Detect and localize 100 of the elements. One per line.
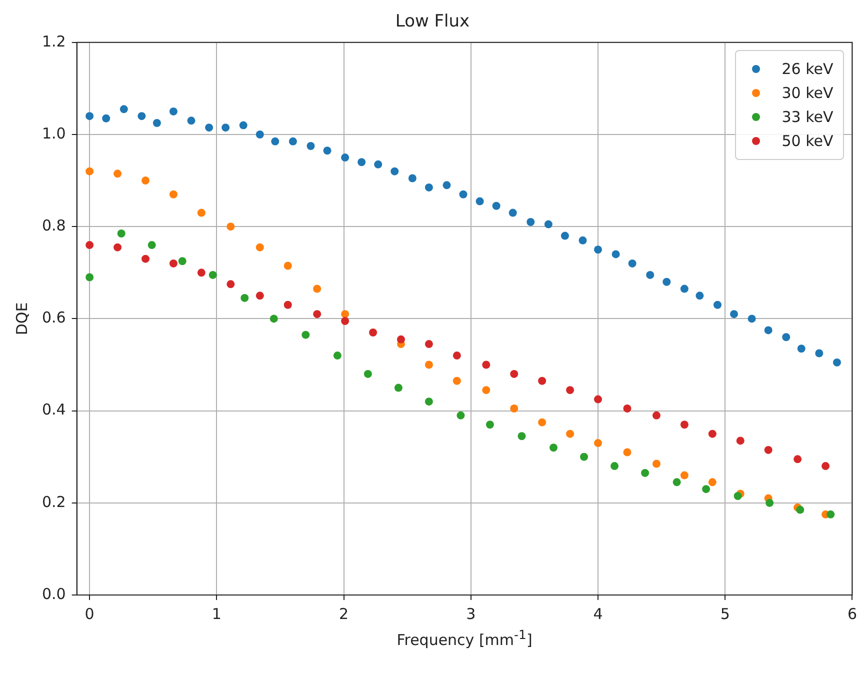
point [152,118,161,127]
point [652,411,660,420]
point [560,232,569,240]
point [302,330,310,339]
point [452,352,461,360]
point [424,360,433,369]
point [424,183,433,192]
x-tick-label: 0 [84,604,94,623]
point [566,430,574,438]
point [341,317,350,326]
y-tick-label: 0.0 [42,584,66,603]
point [364,370,372,378]
point [544,220,552,228]
point [424,398,433,406]
point [734,492,742,500]
point [169,259,178,268]
point [702,485,710,494]
point [610,462,619,470]
legend-label: 50 keV [782,132,834,150]
x-axis-title: Frequency [mm$^{-1}$] [396,627,532,649]
point [822,462,830,470]
point [510,404,518,412]
point [486,420,494,429]
point [374,160,382,168]
point [239,121,248,130]
point [796,506,804,514]
point [288,137,297,146]
point [222,124,230,132]
point [256,243,264,252]
point [306,142,315,150]
point [526,218,535,226]
y-axis-title: DQE [12,302,31,336]
point [580,452,588,461]
point [538,376,546,385]
point [138,112,146,120]
point [652,460,660,468]
point [482,386,490,394]
y-tick-label: 0.2 [42,492,66,511]
point [114,170,122,178]
point [256,292,264,300]
y-tick-label: 0.6 [42,308,66,327]
y-tick-label: 0.4 [42,400,66,419]
point [623,404,632,412]
point [141,176,150,185]
point [313,310,322,318]
point [187,116,196,125]
point [612,250,620,258]
point [394,384,402,392]
point [408,174,416,182]
chart-title: Low Flux [395,12,470,32]
y-tick-label: 0.8 [42,216,66,234]
point [226,222,235,231]
point [566,386,574,394]
point [713,300,722,309]
point [594,395,602,404]
point [748,314,756,323]
point [197,208,206,217]
point [86,241,94,250]
point [205,124,214,132]
point [764,446,772,454]
point [482,360,490,369]
point [120,105,128,114]
point [86,112,94,120]
point [623,448,632,456]
point [141,254,150,263]
point [832,358,841,366]
point [208,270,217,279]
point [578,236,587,244]
point [646,270,654,279]
point [256,130,264,138]
point [708,430,716,438]
point [476,197,484,206]
point [508,208,517,217]
point [284,262,292,270]
point [456,411,465,420]
point [148,241,156,250]
point [284,300,292,309]
point [662,278,671,286]
point [452,376,461,385]
point [358,158,366,166]
legend-label: 33 keV [782,108,834,126]
point [333,352,342,360]
point [794,455,802,464]
x-tick-label: 3 [466,604,476,623]
point [390,167,399,176]
point [766,498,774,507]
point [169,107,178,116]
point [86,273,94,282]
y-tick-label: 1.0 [42,124,66,142]
point [538,418,546,426]
point [730,310,738,318]
point [86,167,94,176]
point [114,243,122,252]
point [313,284,322,293]
point [826,510,835,518]
point [510,370,518,378]
x-tick-label: 6 [847,604,857,623]
point [396,335,405,344]
point [696,292,704,300]
point [169,190,178,198]
